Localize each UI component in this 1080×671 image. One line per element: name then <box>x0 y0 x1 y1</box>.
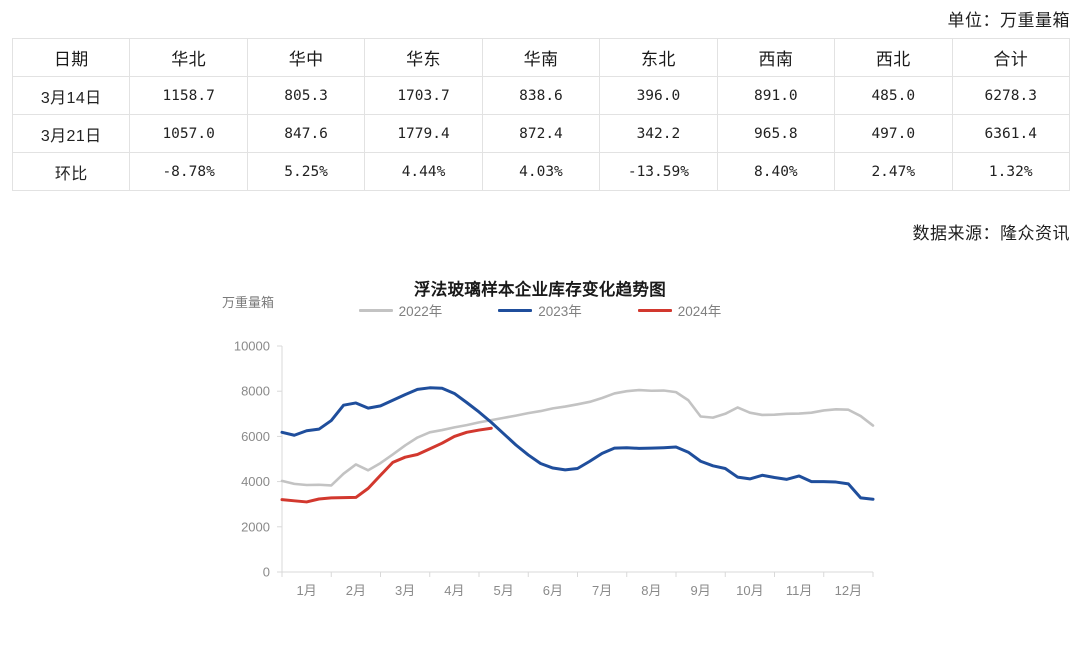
column-header: 东北 <box>599 38 718 77</box>
column-header: 西南 <box>716 38 836 77</box>
x-axis-tick-label: 11月 <box>786 583 813 598</box>
y-axis-tick-label: 4000 <box>241 474 270 489</box>
regional-stock-table: 日期 华北 华中 华东 华南 东北 西南 西北 合计 3月14日 1158.7 805.3 1703.7… <box>11 38 1070 191</box>
table-cell: 1703.7 <box>364 76 483 115</box>
column-header: 华东 <box>364 38 483 77</box>
table-cell: -8.78% <box>129 152 248 191</box>
x-axis-tick-label: 8月 <box>641 583 661 598</box>
legend-color-swatch <box>498 308 533 312</box>
series-line-2022年 <box>280 388 875 487</box>
y-axis-tick-label: 10000 <box>234 339 270 354</box>
stock-table-container: 日期 华北 华中 华东 华南 东北 西南 西北 合计 3月14日 1158.7 805.3 1703.7… <box>0 38 1080 191</box>
x-axis-tick-label: 12月 <box>835 583 862 598</box>
unit-caption: 单位：万重量箱 <box>947 11 1070 30</box>
y-axis-tick-label: 6000 <box>241 429 270 444</box>
data-source-caption: 数据来源：隆众资讯 <box>912 224 1070 243</box>
y-axis-tick-label: 2000 <box>241 519 270 534</box>
series-line-2024年 <box>280 426 493 504</box>
x-axis-tick-label: 9月 <box>691 583 711 598</box>
y-axis-tick-label: 0 <box>263 565 270 580</box>
x-axis-tick-label: 1月 <box>297 583 317 598</box>
column-header: 华南 <box>481 38 601 77</box>
table-cell: 965.8 <box>716 114 836 153</box>
chart-plot-area: 0 2000 4000 6000 8000 10000 1月 2月 3月 4月 5月 6月 7月 8月 9月… <box>234 339 875 598</box>
table-row: 环比 -8.78% 5.25% 4.44% 4.03% -13.59% 8.40% 2.47%… <box>11 152 1070 191</box>
column-header: 日期 <box>11 38 131 77</box>
column-header: 华中 <box>246 38 366 77</box>
table-cell: 5.25% <box>246 152 366 191</box>
table-cell: 396.0 <box>599 76 718 115</box>
table-cell: 2.47% <box>834 152 953 191</box>
x-axis-tick-label: 6月 <box>543 583 563 598</box>
table-cell: 1.32% <box>951 152 1070 191</box>
table-cell: 6361.4 <box>951 114 1070 153</box>
column-header: 华北 <box>129 38 248 77</box>
legend-label: 2023年 <box>538 304 582 319</box>
chart-title: 浮法玻璃样本企业库存变化趋势图 <box>414 281 666 299</box>
inventory-trend-chart: 浮法玻璃样本企业库存变化趋势图 万重量箱 2022年 2023年 2024年 0 20… <box>0 270 1080 630</box>
table-cell: 805.3 <box>246 76 366 115</box>
legend-item[interactable]: 2023年 <box>498 300 582 320</box>
table-cell: 1158.7 <box>129 76 248 115</box>
y-axis-tick-label: 8000 <box>241 384 270 399</box>
table-cell: 838.6 <box>481 76 601 115</box>
x-axis-tick-label: 2月 <box>346 583 366 598</box>
row-label: 3月14日 <box>11 76 131 115</box>
table-cell: 6278.3 <box>951 76 1070 115</box>
legend-color-swatch <box>637 308 672 312</box>
table-cell: 847.6 <box>246 114 366 153</box>
x-axis-tick-label: 3月 <box>395 583 415 598</box>
table-cell: 1057.0 <box>129 114 248 153</box>
table-cell: 872.4 <box>481 114 601 153</box>
table-cell: 1779.4 <box>364 114 483 153</box>
legend-color-swatch <box>358 308 393 312</box>
table-cell: 891.0 <box>716 76 836 115</box>
table-cell: 485.0 <box>834 76 953 115</box>
table-cell: 4.44% <box>364 152 483 191</box>
table-cell: 342.2 <box>599 114 718 153</box>
x-axis-tick-label: 5月 <box>494 583 514 598</box>
table-row: 3月14日 1158.7 805.3 1703.7 838.6 396.0 891.0 485… <box>11 76 1070 115</box>
x-axis-tick-label: 7月 <box>592 583 612 598</box>
column-header: 西北 <box>834 38 953 77</box>
legend-label: 2022年 <box>398 304 443 319</box>
table-cell: -13.59% <box>599 152 718 191</box>
table-cell: 497.0 <box>834 114 953 153</box>
column-header: 合计 <box>951 38 1070 77</box>
chart-legend: 2022年 2023年 2024年 <box>0 300 1080 320</box>
legend-item[interactable]: 2022年 <box>358 300 443 320</box>
legend-label: 2024年 <box>677 304 722 319</box>
table-cell: 4.03% <box>481 152 601 191</box>
row-label: 环比 <box>11 152 131 191</box>
legend-item[interactable]: 2024年 <box>637 300 722 320</box>
table-cell: 8.40% <box>716 152 836 191</box>
table-row: 3月21日 1057.0 847.6 1779.4 872.4 342.2 965.8 497… <box>11 114 1070 153</box>
y-axis-unit-label: 万重量箱 <box>222 295 275 310</box>
table-header-row: 日期 华北 华中 华东 华南 东北 西南 西北 合计 <box>11 38 1070 77</box>
row-label: 3月21日 <box>11 114 131 153</box>
series-line-2023年 <box>280 386 875 501</box>
x-axis-tick-label: 4月 <box>444 583 464 598</box>
x-axis-tick-label: 10月 <box>736 583 763 598</box>
